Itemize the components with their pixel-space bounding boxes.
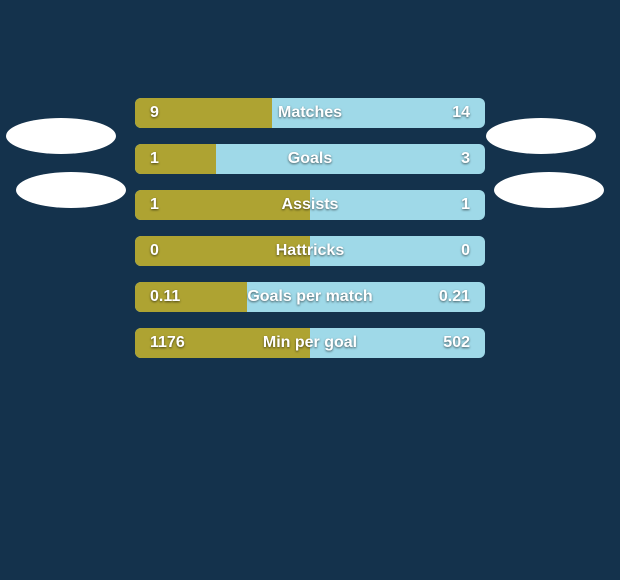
avatar-player-left-1 [6,118,116,154]
avatar-player-right-2 [494,172,604,208]
avatar-player-right-1 [486,118,596,154]
stat-label: Assists [135,190,485,220]
stat-row: 0.110.21Goals per match [0,282,620,312]
stat-label: Min per goal [135,328,485,358]
stat-row: 1176502Min per goal [0,328,620,358]
stat-row: 00Hattricks [0,236,620,266]
stat-label: Matches [135,98,485,128]
avatar-player-left-2 [16,172,126,208]
stat-label: Hattricks [135,236,485,266]
stat-label: Goals [135,144,485,174]
stat-label: Goals per match [135,282,485,312]
